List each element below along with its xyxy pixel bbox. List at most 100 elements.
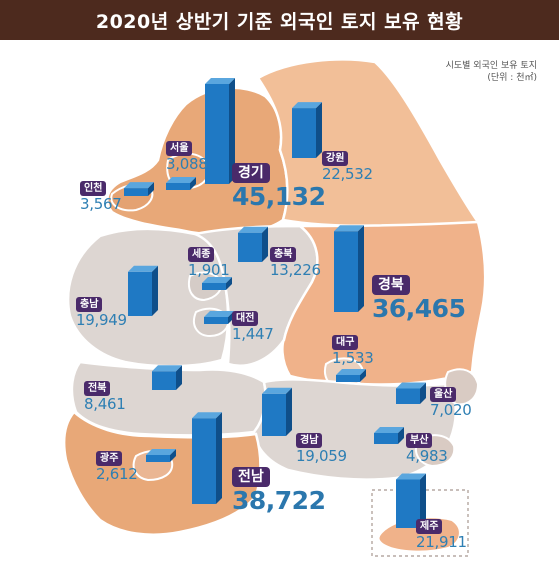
bar-gyeongnam: [262, 387, 292, 436]
legend-note: 시도별 외국인 보유 토지 (단위 : 천㎡): [446, 60, 537, 84]
bar-seoul: [166, 177, 196, 190]
region-value-seoul: 3,088: [166, 155, 208, 173]
bar-top-daegu: [336, 369, 366, 375]
bar-front-gyeongbuk: [334, 231, 358, 312]
bar-side-gyeongbuk: [358, 225, 364, 312]
region-name-ulsan: 울산: [430, 387, 457, 402]
label-busan: 부산 4,983: [406, 428, 448, 465]
region-name-daejeon: 대전: [232, 311, 259, 326]
bar-top-busan: [374, 426, 404, 433]
bar-front-sejong: [202, 283, 226, 290]
bar-front-incheon: [124, 188, 148, 196]
label-gwangju: 광주 2,612: [96, 446, 138, 483]
bar-side-gangwon: [316, 102, 322, 158]
bar-daegu: [336, 369, 366, 382]
region-value-chungnam: 19,949: [76, 311, 127, 329]
bar-side-chungnam: [152, 265, 158, 316]
bar-daejeon: [204, 311, 234, 324]
bar-jeonbuk: [152, 365, 182, 390]
bar-top-gyeonggi: [205, 78, 235, 84]
bar-ulsan: [396, 382, 426, 404]
label-seoul: 서울 3,088: [166, 136, 208, 173]
label-jeonnam: 전남 38,722: [232, 466, 326, 515]
bar-top-jeonnam: [192, 412, 222, 419]
bar-side-incheon: [148, 182, 154, 196]
jeju-inset: [371, 489, 469, 557]
bar-front-jeonbuk: [152, 371, 176, 390]
label-incheon: 인천 3,567: [80, 176, 122, 213]
bar-side-jeonnam: [216, 412, 222, 504]
bar-top-jeonbuk: [152, 365, 182, 372]
bar-busan: [374, 426, 404, 444]
page-title: 2020년 상반기 기준 외국인 토지 보유 현황: [95, 10, 464, 33]
legend-unit: (단위 : 천㎡): [487, 73, 537, 83]
region-name-gangwon: 강원: [322, 151, 349, 166]
region-name-busan: 부산: [406, 433, 433, 448]
label-chungbuk: 충북 13,226: [270, 242, 321, 279]
label-chungnam: 충남 19,949: [76, 292, 127, 329]
region-value-gyeonggi: 45,132: [232, 182, 326, 211]
label-jeju: 제주 21,911: [416, 514, 467, 551]
bar-front-gwangju: [146, 455, 170, 462]
label-sejong: 세종 1,901: [188, 242, 230, 279]
bar-jeonnam: [192, 412, 222, 504]
bar-front-daejeon: [204, 317, 228, 324]
label-gyeongbuk: 경북 36,465: [372, 274, 466, 323]
region-value-incheon: 3,567: [80, 195, 122, 213]
bar-top-chungbuk: [238, 226, 268, 233]
region-value-jeju: 21,911: [416, 533, 467, 551]
bar-sejong: [202, 277, 232, 290]
region-name-jeonbuk: 전북: [84, 381, 111, 396]
region-value-jeonbuk: 8,461: [84, 395, 126, 413]
bar-front-gyeonggi: [205, 84, 229, 184]
bar-side-seoul: [190, 177, 196, 190]
region-value-ulsan: 7,020: [430, 401, 472, 419]
region-value-gyeongnam: 19,059: [296, 447, 347, 465]
region-name-gyeongnam: 경남: [296, 433, 323, 448]
bar-gangwon: [292, 102, 322, 158]
bar-top-gyeongbuk: [334, 225, 364, 232]
bar-side-busan: [398, 426, 404, 444]
region-name-chungbuk: 충북: [270, 247, 297, 262]
bar-side-gyeongnam: [286, 387, 292, 436]
bar-gwangju: [146, 449, 176, 462]
bar-top-incheon: [124, 182, 154, 189]
bar-top-gyeongnam: [262, 387, 292, 394]
region-name-jeonnam: 전남: [232, 467, 270, 487]
region-value-gyeongbuk: 36,465: [372, 294, 466, 323]
bar-front-ulsan: [396, 388, 420, 404]
bar-front-jeonnam: [192, 418, 216, 504]
region-value-daejeon: 1,447: [232, 325, 274, 343]
bar-front-gangwon: [292, 108, 316, 158]
label-daejeon: 대전 1,447: [232, 306, 274, 343]
region-value-jeonnam: 38,722: [232, 486, 326, 515]
bar-top-sejong: [202, 277, 232, 283]
region-value-gangwon: 22,532: [322, 165, 373, 183]
region-value-gwangju: 2,612: [96, 465, 138, 483]
label-gyeonggi: 경기 45,132: [232, 162, 326, 211]
label-gyeongnam: 경남 19,059: [296, 428, 347, 465]
region-name-gyeongbuk: 경북: [372, 275, 410, 295]
bar-incheon: [124, 182, 154, 196]
bar-top-gangwon: [292, 102, 322, 109]
bar-top-jeju: [396, 473, 426, 480]
bar-top-chungnam: [128, 265, 158, 272]
bar-chungbuk: [238, 226, 268, 262]
region-name-incheon: 인천: [80, 181, 107, 196]
bar-side-sejong: [226, 277, 232, 290]
bar-side-ulsan: [420, 382, 426, 404]
label-jeonbuk: 전북 8,461: [84, 376, 126, 413]
bar-side-daegu: [360, 369, 366, 382]
label-ulsan: 울산 7,020: [430, 382, 472, 419]
region-name-jeju: 제주: [416, 519, 443, 534]
bar-front-busan: [374, 432, 398, 444]
bar-gyeongbuk: [334, 225, 364, 312]
bar-gyeonggi: [205, 78, 235, 184]
region-name-daegu: 대구: [332, 335, 359, 350]
region-value-busan: 4,983: [406, 447, 448, 465]
bar-front-gyeongnam: [262, 393, 286, 436]
bar-chungnam: [128, 265, 158, 316]
bar-side-chungbuk: [262, 226, 268, 262]
region-name-chungnam: 충남: [76, 297, 103, 312]
bar-front-seoul: [166, 183, 190, 190]
